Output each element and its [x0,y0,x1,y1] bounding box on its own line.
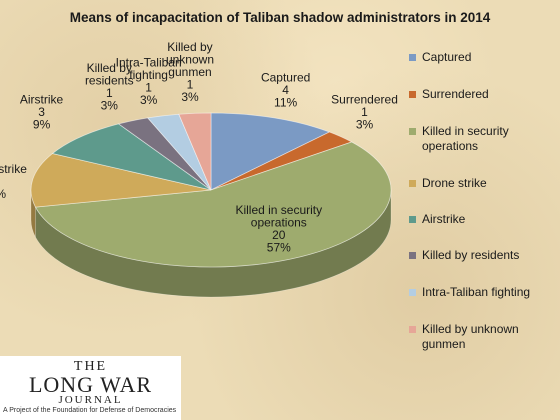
legend-label: Killed by residents [422,248,520,262]
logo-tagline: A Project of the Foundation for Defense … [3,407,177,414]
data-label-killed-by-unknown-gunmen: Killed by unknown gunmen 1 3% [166,40,214,104]
pie-slice-killed-by-unknown-gunmen [178,112,212,191]
chart-title: Means of incapacitation of Taliban shado… [69,10,491,25]
legend-swatch [409,54,416,61]
data-label-line: Surrendered [331,93,398,107]
pie-slice-captured [210,112,331,191]
logo-main: LONG WAR [28,372,153,397]
data-label-killed-in-security-operations: Killed in security operations 20 57% [235,203,322,255]
legend-label: Airstrike [422,212,466,226]
data-label-line: Captured [261,70,310,84]
data-label-airstrike: Airstrike 3 9% [20,93,64,132]
legend-swatch [409,289,416,296]
data-label-line: residents [85,74,134,88]
data-label-line: Killed by [87,61,132,75]
data-label-surrendered: Surrendered 1 3% [331,93,398,132]
data-label-line: 3 [38,105,45,119]
data-label-line: fighting [129,68,168,82]
pie-slice-killed-in-security-operations [34,141,392,268]
data-label-line: 11% [0,187,6,201]
data-label-line: Intra-Taliban [116,55,182,69]
legend-swatch [409,326,416,333]
data-labels: Captured 4 11% Surrendered 1 3%Killed in secu… [0,40,398,255]
legend-label: Intra-Taliban fighting [422,285,531,299]
data-label-line: 57% [267,241,291,255]
data-label-intra-taliban-fighting: Intra-Taliban fighting 1 3% [116,55,182,107]
data-label-line: 1 [187,78,194,92]
data-label-killed-by-residents: Killed by residents 1 3% [85,61,134,113]
pie-slice-drone-strike [30,153,212,208]
legend-swatch [409,252,416,259]
long-war-journal-logo: THE LONG WAR JOURNAL A Project of the Fo… [0,356,181,420]
legend-label: Killed by unknown gunmen [422,322,519,351]
legend-label: Killed in security operations [422,124,509,153]
data-label-line: 9% [33,118,51,132]
data-label-line: unknown [166,53,214,67]
data-label-line: 4 [282,83,289,97]
data-label-line: Drone strike [0,162,27,176]
data-label-line: 11% [274,95,297,109]
legend-swatch [409,128,416,135]
data-label-drone-strike: Drone strike411% [0,162,27,201]
data-label-line: 1 [145,80,152,94]
data-label-line: 1 [106,86,113,100]
legend-swatch [409,91,416,98]
logo-the: THE [73,359,108,374]
data-label-line: Killed in security [235,203,322,217]
legend-swatch [409,216,416,223]
logo-journal: JOURNAL [58,394,123,406]
data-label-line: operations [251,216,307,230]
legend-label: Drone strike [422,176,487,190]
data-label-line: Airstrike [20,93,64,107]
data-label-line: gunmen [168,65,211,79]
data-label-line: 3% [356,118,374,132]
data-label-captured: Captured 4 11% [261,70,310,109]
data-label-line: 3% [101,99,119,113]
data-label-line: 1 [361,105,368,119]
legend-label: Captured [422,50,472,64]
data-label-line: 20 [272,228,286,242]
data-label-line: 3% [181,90,199,104]
legend-label: Surrendered [422,87,489,101]
legend-swatch [409,180,416,187]
data-label-line: Killed by [167,40,212,54]
pie-top [30,112,392,268]
pie-slice-airstrike [51,123,212,191]
data-label-line: 3% [140,93,158,107]
